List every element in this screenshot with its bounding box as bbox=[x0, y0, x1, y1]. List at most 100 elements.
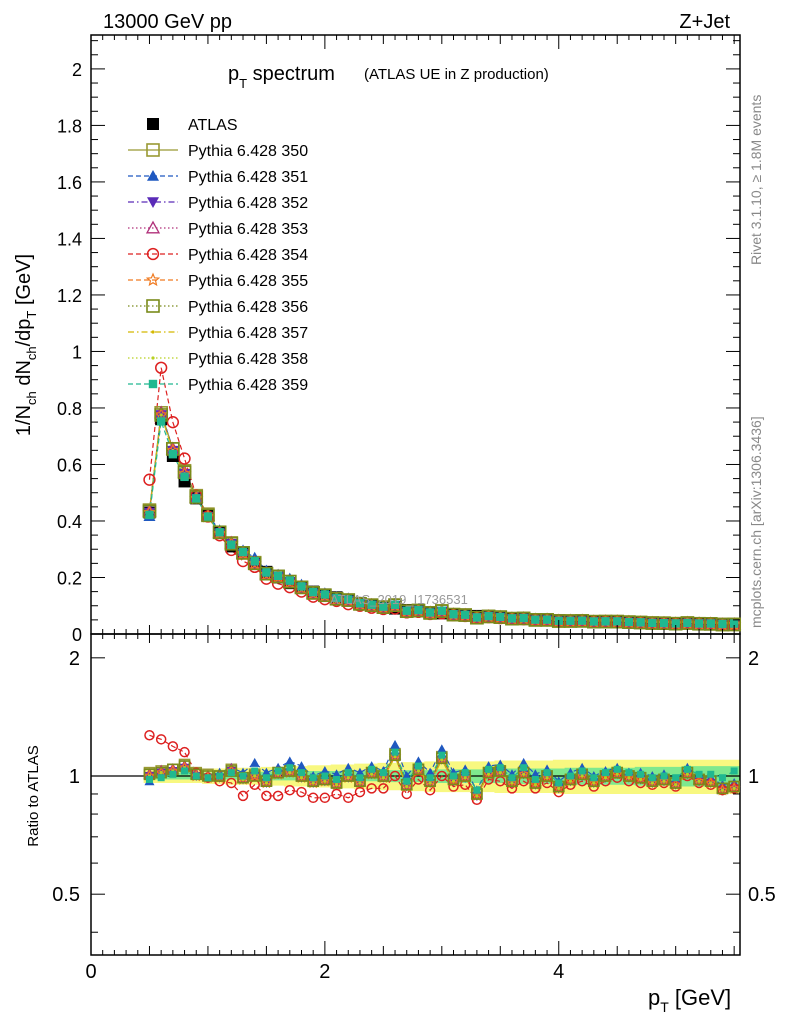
data-point bbox=[697, 779, 701, 783]
data-point bbox=[681, 767, 694, 780]
data-point bbox=[260, 776, 273, 789]
data-point bbox=[157, 774, 165, 782]
data-point bbox=[425, 608, 435, 617]
data-point bbox=[273, 571, 283, 580]
data-point bbox=[522, 772, 526, 776]
data-point bbox=[400, 779, 413, 792]
plot-title-note: (ATLAS UE in Z production) bbox=[364, 66, 549, 83]
series-line-main bbox=[148, 367, 735, 626]
data-point bbox=[215, 528, 224, 537]
data-point bbox=[367, 600, 376, 609]
data-point bbox=[144, 730, 155, 741]
data-point bbox=[729, 619, 739, 628]
data-point bbox=[248, 769, 261, 782]
data-point bbox=[318, 774, 332, 787]
data-point bbox=[414, 762, 422, 770]
data-point bbox=[625, 769, 633, 777]
data-point bbox=[147, 197, 159, 208]
data-point bbox=[590, 774, 598, 782]
legend-label: Pythia 6.428 355 bbox=[188, 273, 308, 290]
data-point bbox=[283, 766, 297, 778]
data-point bbox=[259, 566, 274, 581]
data-point bbox=[192, 772, 200, 780]
data-point bbox=[438, 751, 446, 759]
data-point bbox=[377, 771, 390, 784]
data-point bbox=[428, 781, 432, 785]
x-tick-label: 2 bbox=[319, 961, 330, 983]
x-tick-label: 0 bbox=[85, 961, 96, 983]
y-tick-label: 2 bbox=[72, 60, 82, 80]
data-point bbox=[589, 617, 599, 626]
data-point bbox=[613, 765, 621, 773]
data-point bbox=[239, 772, 247, 780]
data-point bbox=[472, 613, 482, 622]
data-point bbox=[227, 769, 235, 777]
data-point bbox=[156, 417, 166, 426]
data-point bbox=[716, 783, 729, 796]
data-point bbox=[669, 778, 682, 791]
data-point bbox=[494, 766, 507, 778]
y-tick-label: 1 bbox=[72, 342, 82, 362]
data-point bbox=[685, 772, 689, 776]
data-point bbox=[262, 568, 271, 577]
data-point bbox=[285, 576, 294, 585]
legend-label: Pythia 6.428 350 bbox=[188, 143, 308, 160]
data-point bbox=[440, 758, 444, 762]
data-point bbox=[648, 774, 656, 782]
data-point bbox=[624, 617, 634, 627]
data-point bbox=[262, 774, 270, 782]
series-lines bbox=[148, 367, 735, 801]
data-point bbox=[426, 774, 434, 782]
data-point bbox=[216, 772, 224, 780]
data-point bbox=[388, 750, 402, 762]
data-point bbox=[343, 792, 354, 804]
data-point bbox=[181, 767, 189, 775]
data-point bbox=[692, 774, 706, 787]
data-point bbox=[212, 525, 227, 540]
analysis-watermark: ATLAS_2019_I1736531 bbox=[330, 592, 468, 607]
data-point bbox=[167, 741, 179, 752]
legend-label: Pythia 6.428 354 bbox=[188, 247, 308, 264]
data-point bbox=[166, 416, 180, 429]
y-axis-label-ratio: Ratio to ATLAS bbox=[25, 745, 42, 846]
data-point bbox=[577, 616, 587, 625]
data-point bbox=[450, 772, 458, 780]
data-point bbox=[180, 472, 189, 482]
series-line-ratio bbox=[149, 734, 735, 801]
data-point bbox=[274, 767, 282, 775]
data-point bbox=[381, 776, 385, 780]
data-point bbox=[520, 764, 528, 772]
data-point bbox=[482, 767, 495, 780]
data-point bbox=[543, 769, 551, 777]
data-point bbox=[391, 748, 399, 756]
data-point bbox=[224, 536, 239, 551]
data-point bbox=[346, 776, 350, 780]
data-point bbox=[145, 775, 153, 783]
data-point bbox=[284, 756, 295, 766]
y-tick-label: 0.4 bbox=[57, 512, 82, 532]
data-point bbox=[545, 776, 549, 780]
data-point bbox=[412, 764, 425, 777]
data-point bbox=[178, 452, 191, 465]
data-point bbox=[189, 490, 204, 504]
data-point bbox=[659, 618, 669, 628]
data-point bbox=[580, 774, 584, 778]
data-point bbox=[261, 790, 272, 802]
ratio-tick-label-left: 1 bbox=[69, 766, 80, 788]
data-point bbox=[423, 776, 437, 789]
data-point bbox=[566, 616, 575, 625]
data-point bbox=[636, 618, 645, 627]
data-point bbox=[662, 779, 666, 783]
data-point bbox=[320, 590, 330, 599]
data-point bbox=[695, 770, 703, 778]
legend-label: Pythia 6.428 358 bbox=[188, 351, 308, 368]
rivet-label: Rivet 3.1.10, ≥ 1.8M events bbox=[748, 95, 764, 265]
data-point bbox=[603, 776, 608, 780]
data-point bbox=[151, 356, 155, 360]
data-point bbox=[192, 494, 201, 503]
data-point bbox=[334, 783, 339, 787]
data-point bbox=[648, 618, 657, 628]
data-point bbox=[496, 764, 504, 772]
data-point bbox=[307, 792, 319, 804]
